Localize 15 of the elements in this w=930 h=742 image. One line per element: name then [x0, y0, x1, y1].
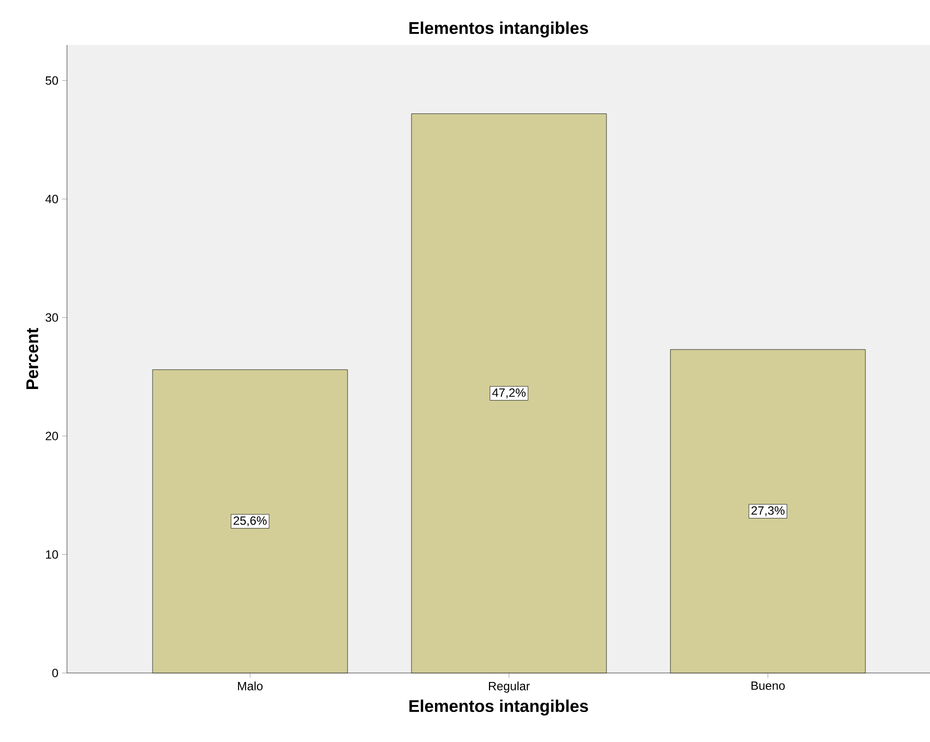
data-label: 47,2% — [492, 388, 526, 398]
y-tick-label: 10 — [46, 550, 58, 559]
chart-title: Elementos intangibles — [409, 22, 588, 38]
x-tick-label: Malo — [238, 682, 263, 690]
x-axis-title: Elementos intangibles — [409, 700, 588, 716]
data-label: 25,6% — [234, 516, 267, 526]
y-tick-label: 50 — [46, 76, 58, 85]
data-label: 27,3% — [751, 506, 784, 516]
y-tick-label: 20 — [46, 432, 58, 440]
x-tick-label: Bueno — [752, 682, 785, 690]
y-tick-label: 30 — [46, 313, 58, 322]
x-tick-label: Regular — [488, 682, 530, 693]
y-tick-label: 40 — [45, 194, 58, 204]
y-axis-title: Percent — [26, 328, 38, 390]
y-tick-label: 0 — [52, 668, 58, 678]
